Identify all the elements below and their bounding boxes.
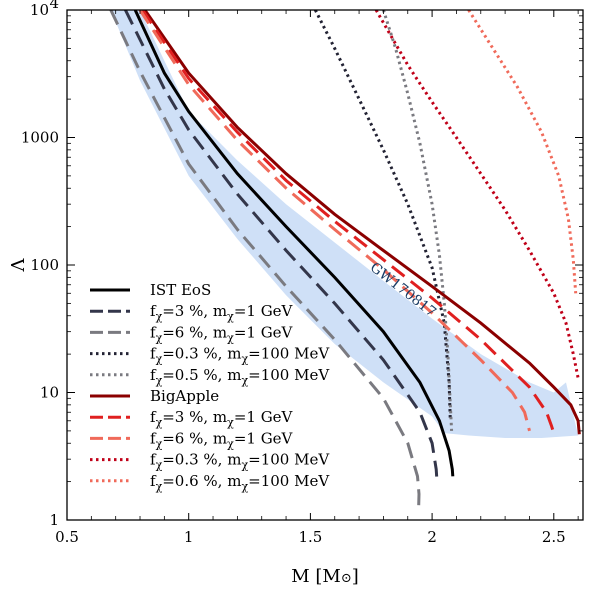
y-tick-label: 100 bbox=[30, 256, 59, 274]
x-axis-label-main: M [M bbox=[291, 566, 341, 587]
y-axis-label: Λ bbox=[8, 258, 29, 273]
x-axis-label-sun: ⊙ bbox=[341, 571, 352, 586]
legend-label: IST EoS bbox=[150, 281, 211, 299]
legend-label: fχ=0.3 %, mχ=100 MeV bbox=[150, 451, 330, 472]
x-tick-label: 2.5 bbox=[542, 528, 566, 546]
legend-label: fχ=6 %, mχ=1 GeV bbox=[150, 323, 294, 344]
series-line-10 bbox=[467, 10, 578, 294]
y-tick-label: 10 bbox=[40, 384, 59, 402]
legend-label: fχ=0.6 %, mχ=100 MeV bbox=[150, 472, 330, 493]
x-axis-label: M [M⊙] bbox=[291, 566, 359, 587]
series-line-2 bbox=[124, 10, 439, 482]
legend-label: fχ=0.3 %, mχ=100 MeV bbox=[150, 345, 330, 366]
legend-label: fχ=3 %, mχ=1 GeV bbox=[150, 408, 294, 429]
x-tick-label: 2 bbox=[427, 528, 437, 546]
x-tick-label: 0.5 bbox=[55, 528, 79, 546]
x-axis-label-end: ] bbox=[352, 566, 359, 587]
series-line-6 bbox=[143, 10, 581, 435]
legend-label: fχ=0.5 %, mχ=100 MeV bbox=[150, 366, 330, 387]
legend-label: fχ=3 %, mχ=1 GeV bbox=[150, 302, 294, 323]
y-tick-exponent: 4 bbox=[49, 0, 59, 12]
series-line-1 bbox=[133, 10, 455, 477]
series-line-4 bbox=[313, 10, 452, 421]
y-tick-label: 1 bbox=[49, 511, 59, 529]
x-tick-label: 1 bbox=[184, 528, 194, 546]
y-tick-label: 1000 bbox=[21, 129, 59, 147]
band-layer bbox=[110, 10, 579, 438]
y-tick-label: 10 bbox=[30, 1, 49, 19]
legend-label: BigApple bbox=[150, 387, 219, 405]
series-layer bbox=[109, 10, 581, 506]
legend-label: fχ=6 %, mχ=1 GeV bbox=[150, 429, 294, 450]
gw170817-band bbox=[110, 10, 579, 438]
x-tick-label: 1.5 bbox=[298, 528, 322, 546]
